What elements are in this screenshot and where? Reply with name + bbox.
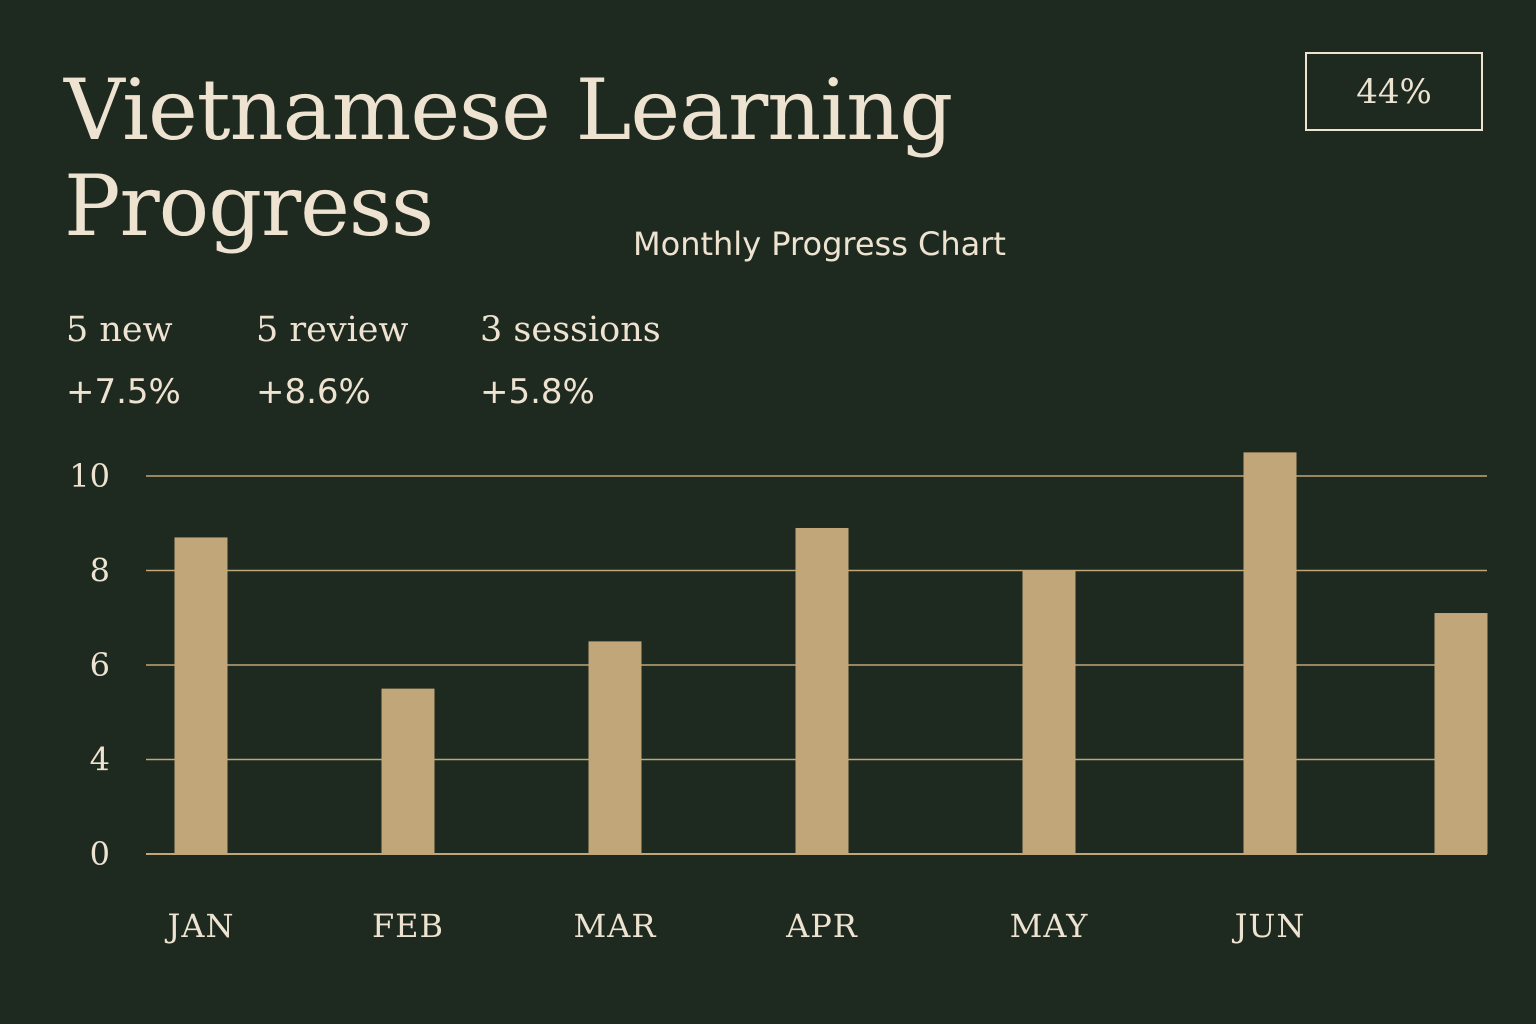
bar xyxy=(1243,452,1297,854)
y-tick-label: 8 xyxy=(90,552,110,590)
y-tick-label: 6 xyxy=(90,646,110,684)
x-tick-label: APR xyxy=(785,907,858,945)
x-tick-label: MAR xyxy=(574,907,657,945)
y-tick-label: 0 xyxy=(90,835,110,873)
stat-change: +5.8% xyxy=(480,372,595,412)
stat-label: 3 sessions xyxy=(480,310,661,350)
stat-review: 5 review +8.6% xyxy=(256,308,408,412)
bar xyxy=(174,537,228,854)
stat-sessions: 3 sessions +5.8% xyxy=(480,308,661,412)
x-tick-label: FEB xyxy=(372,907,444,945)
chart-subtitle: Monthly Progress Chart xyxy=(633,225,1006,263)
stat-label: 5 new xyxy=(66,310,173,350)
bar xyxy=(588,641,642,854)
x-tick-label: JAN xyxy=(165,907,235,945)
bar xyxy=(1434,613,1488,854)
stat-new: 5 new +7.5% xyxy=(66,308,181,412)
stat-change: +8.6% xyxy=(256,372,371,412)
stat-label: 5 review xyxy=(256,310,409,350)
progress-badge: 44% xyxy=(1305,52,1483,131)
bar xyxy=(381,688,435,854)
page-title: Vietnamese Learning Progress xyxy=(64,61,953,255)
x-tick-label: MAY xyxy=(1010,907,1089,945)
bar xyxy=(795,527,849,854)
x-tick-label: JUN xyxy=(1232,907,1306,945)
y-tick-label: 10 xyxy=(69,457,110,495)
bar xyxy=(1022,570,1076,854)
stat-change: +7.5% xyxy=(66,372,181,412)
y-tick-label: 4 xyxy=(90,741,110,779)
